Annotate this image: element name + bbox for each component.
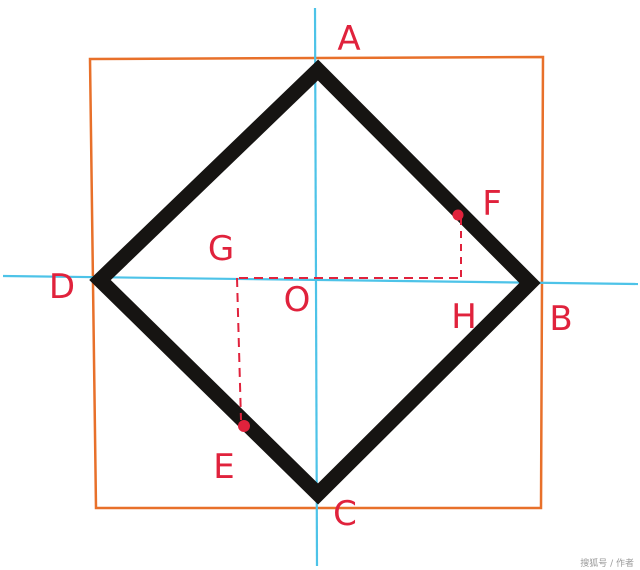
point-e	[238, 420, 250, 432]
label-f: F	[482, 184, 502, 224]
label-a: A	[337, 19, 360, 59]
label-h: H	[451, 297, 477, 337]
point-f	[452, 209, 464, 221]
watermark: 搜狐号 / 作者	[580, 557, 634, 569]
label-c: C	[333, 494, 357, 534]
vertical-axis	[313, 7, 319, 567]
label-g: G	[208, 229, 234, 269]
label-o: O	[284, 280, 311, 320]
dashed-line-g-e	[236, 277, 242, 421]
label-e: E	[213, 447, 234, 487]
outer-square	[88, 55, 545, 510]
label-d: D	[49, 267, 75, 307]
label-b: B	[549, 299, 572, 339]
